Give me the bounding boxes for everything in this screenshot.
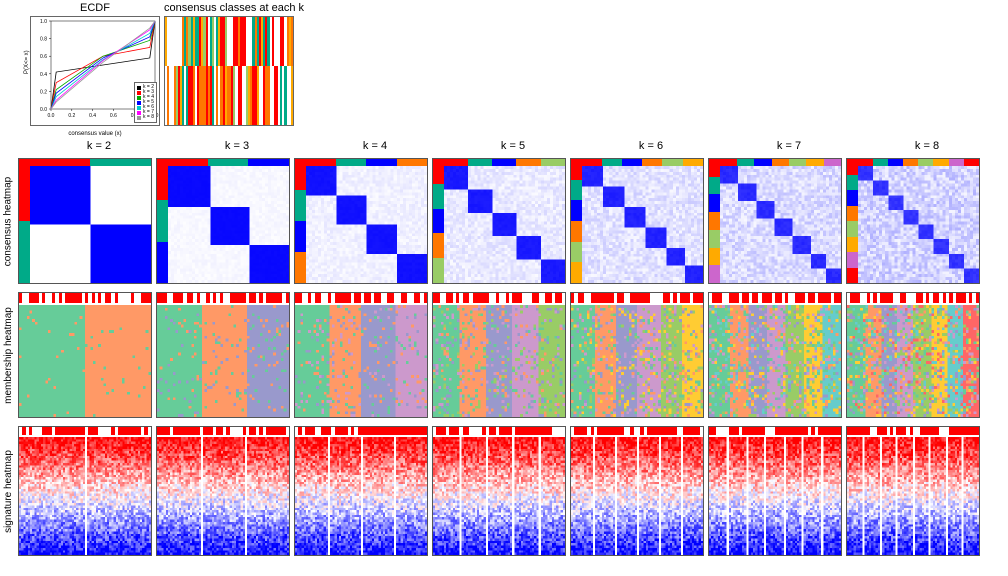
ecdf-title: ECDF [30,2,160,14]
membership-heatmap-k4 [292,290,430,420]
k-label-6: k = 6 [582,140,720,152]
signature-heatmap-k5 [430,424,568,558]
ecdf-ylabel: P(X<= x) [24,50,30,74]
svg-text:0.2: 0.2 [68,113,75,119]
membership-heatmap-row: membership heatmap [0,290,982,420]
consensus-heatmap-k5 [430,156,568,286]
ecdf-panel: ECDF 0.00.20.40.60.81.00.00.20.40.60.81.… [30,2,160,126]
svg-text:0.2: 0.2 [40,89,47,95]
membership-heatmap-k2 [16,290,154,420]
ecdf-plot: 0.00.20.40.60.81.00.00.20.40.60.81.0 P(X… [30,16,160,126]
consensus-heatmap-k8 [844,156,982,286]
consensus-classes-panel: consensus classes at each k [164,2,294,126]
svg-text:0.6: 0.6 [110,113,117,119]
svg-text:0.4: 0.4 [40,72,47,78]
k-label-3: k = 3 [168,140,306,152]
membership-heatmap-k8 [844,290,982,420]
membership-heatmap-k3 [154,290,292,420]
svg-text:0.0: 0.0 [48,113,55,119]
k-label-8: k = 8 [858,140,996,152]
row-label-signature: signature heatmap [0,424,16,558]
signature-heatmap-k2 [16,424,154,558]
signature-heatmap-k4 [292,424,430,558]
signature-heatmap-k6 [568,424,706,558]
svg-text:0.8: 0.8 [40,37,47,43]
ecdf-legend: k = 2k = 3k = 4k = 5k = 6k = 7k = 8 [134,82,157,123]
row-label-membership: membership heatmap [0,290,16,420]
svg-text:0.4: 0.4 [89,113,96,119]
membership-heatmap-k6 [568,290,706,420]
k-label-7: k = 7 [720,140,858,152]
signature-heatmap-k8 [844,424,982,558]
signature-heatmap-k3 [154,424,292,558]
consensus-heatmap-k2 [16,156,154,286]
consensus-heatmap-k6 [568,156,706,286]
svg-text:0.6: 0.6 [40,54,47,60]
row-label-consensus: consensus heatmap [0,156,16,286]
membership-heatmap-k5 [430,290,568,420]
ecdf-xlabel: consensus value (x) [68,131,121,137]
consensus-classes-plot [164,16,294,126]
svg-text:1.0: 1.0 [40,19,47,25]
k-label-4: k = 4 [306,140,444,152]
consensus-heatmap-k4 [292,156,430,286]
k-label-5: k = 5 [444,140,582,152]
svg-text:0.0: 0.0 [40,107,47,113]
signature-heatmap-k7 [706,424,844,558]
consensus-heatmap-k3 [154,156,292,286]
consensus-heatmap-k7 [706,156,844,286]
consensus-heatmap-row: consensus heatmap [0,156,982,286]
signature-heatmap-row: signature heatmap [0,424,982,558]
k-labels-row: k = 2k = 3k = 4k = 5k = 6k = 7k = 8 [30,140,996,152]
k-label-2: k = 2 [30,140,168,152]
membership-heatmap-k7 [706,290,844,420]
consensus-classes-title: consensus classes at each k [164,2,294,14]
